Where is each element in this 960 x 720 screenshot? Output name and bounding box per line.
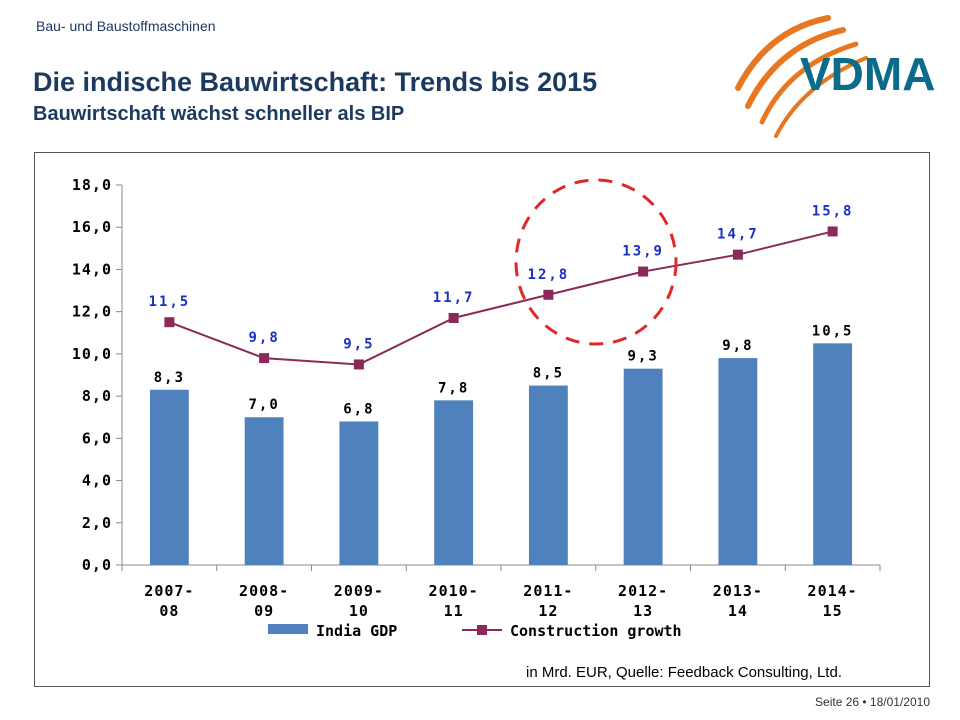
data-label-construction-growth: 14,7 [717,227,759,243]
y-tick-label: 14,0 [72,260,112,278]
bar-india-gdp [528,385,568,565]
x-tick-label: 2012- [618,582,668,600]
data-label-india-gdp: 8,5 [533,366,564,382]
line-series-construction-growth [164,226,838,370]
point-construction-growth [827,226,838,237]
data-label-india-gdp: 9,3 [627,349,658,365]
highlight-circle [514,178,678,346]
data-label-construction-growth: 12,8 [528,267,570,283]
x-tick-label: 2011- [523,582,573,600]
data-label-construction-growth: 11,5 [149,294,191,310]
vdma-logo: VDMA [735,15,935,138]
data-label-construction-growth: 9,5 [343,336,374,352]
point-construction-growth [353,359,364,370]
legend: India GDP Construction growth [268,622,682,640]
point-construction-growth [732,249,743,260]
bar-india-gdp [149,389,189,565]
data-label-india-gdp: 6,8 [343,401,374,417]
bar-india-gdp [813,343,853,565]
point-construction-growth [164,317,175,328]
y-tick-label: 0,0 [82,556,112,574]
point-construction-growth [543,289,554,300]
highlight-dashed-circle [514,178,678,346]
bar-india-gdp [623,368,663,565]
x-tick-label: 2013- [713,582,763,600]
x-tick-label: 14 [728,602,748,620]
data-label-construction-growth: 9,8 [248,330,279,346]
bar-india-gdp [718,358,758,565]
y-axis: 0,0 2,0 4,0 6,0 8,0 10,0 12,0 14,0 16,0 18,0 [72,176,881,574]
line-construction-growth [169,230,833,366]
legend-label-construction-growth: Construction growth [510,622,682,640]
data-label-construction-growth: 13,9 [622,244,664,260]
y-tick-label: 16,0 [72,218,112,236]
bar-india-gdp [339,421,379,565]
x-tick-label: 2007- [144,582,194,600]
legend-swatch-india-gdp [268,624,308,634]
x-tick-label: 2009- [334,582,384,600]
y-tick-label: 2,0 [82,514,112,532]
x-axis-categories: 2007- 08 2008- 09 2009- 10 2010- 11 2011- 12 2012-… [144,582,858,620]
y-tick-label: 4,0 [82,472,112,490]
x-tick-label: 15 [823,602,843,620]
legend-label-india-gdp: India GDP [316,622,397,640]
x-tick-label: 2014- [808,582,858,600]
presentation-section-label: Bau- und Baustoffmaschinen [36,18,216,34]
data-label-construction-growth: 11,7 [433,290,475,306]
page-footer: Seite 26 • 18/01/2010 [815,695,930,709]
page-subtitle: Bauwirtschaft wächst schneller als BIP [33,103,405,125]
x-tick-label: 12 [538,602,558,620]
x-tick-label: 2008- [239,582,289,600]
point-construction-growth [259,353,270,364]
data-label-india-gdp: 7,8 [438,380,469,396]
data-label-india-gdp: 8,3 [154,370,185,386]
data-label-india-gdp: 9,8 [722,338,753,354]
data-label-india-gdp: 7,0 [248,397,279,413]
point-construction-growth [638,266,649,277]
page-title: Die indische Bauwirtschaft: Trends bis 2… [33,67,598,97]
x-tick-label: 13 [633,602,653,620]
x-tick-label: 2010- [429,582,479,600]
data-label-construction-growth: 15,8 [812,203,854,219]
data-label-india-gdp: 10,5 [812,323,854,339]
y-tick-label: 12,0 [72,303,112,321]
x-tick-label: 09 [254,602,274,620]
bar-india-gdp [434,400,474,565]
y-tick-label: 10,0 [72,345,112,363]
y-tick-label: 18,0 [72,176,112,194]
x-tick-label: 08 [159,602,179,620]
legend-marker-construction-growth [477,625,487,635]
vdma-logo-text: VDMA [800,48,935,100]
source-note: in Mrd. EUR, Quelle: Feedback Consulting… [526,664,842,681]
bar-india-gdp [244,417,284,565]
data-labels: 8,3 7,0 6,8 7,8 8,5 9,3 9,8 10,5 11,5 9,8 9,5 11,7 1… [149,203,854,417]
chart-frame [34,152,930,687]
y-tick-label: 6,0 [82,429,112,447]
y-tick-label: 8,0 [82,387,112,405]
x-tick-label: 11 [444,602,464,620]
x-tick-label: 10 [349,602,369,620]
bar-series-india-gdp [149,343,853,565]
point-construction-growth [448,313,459,323]
